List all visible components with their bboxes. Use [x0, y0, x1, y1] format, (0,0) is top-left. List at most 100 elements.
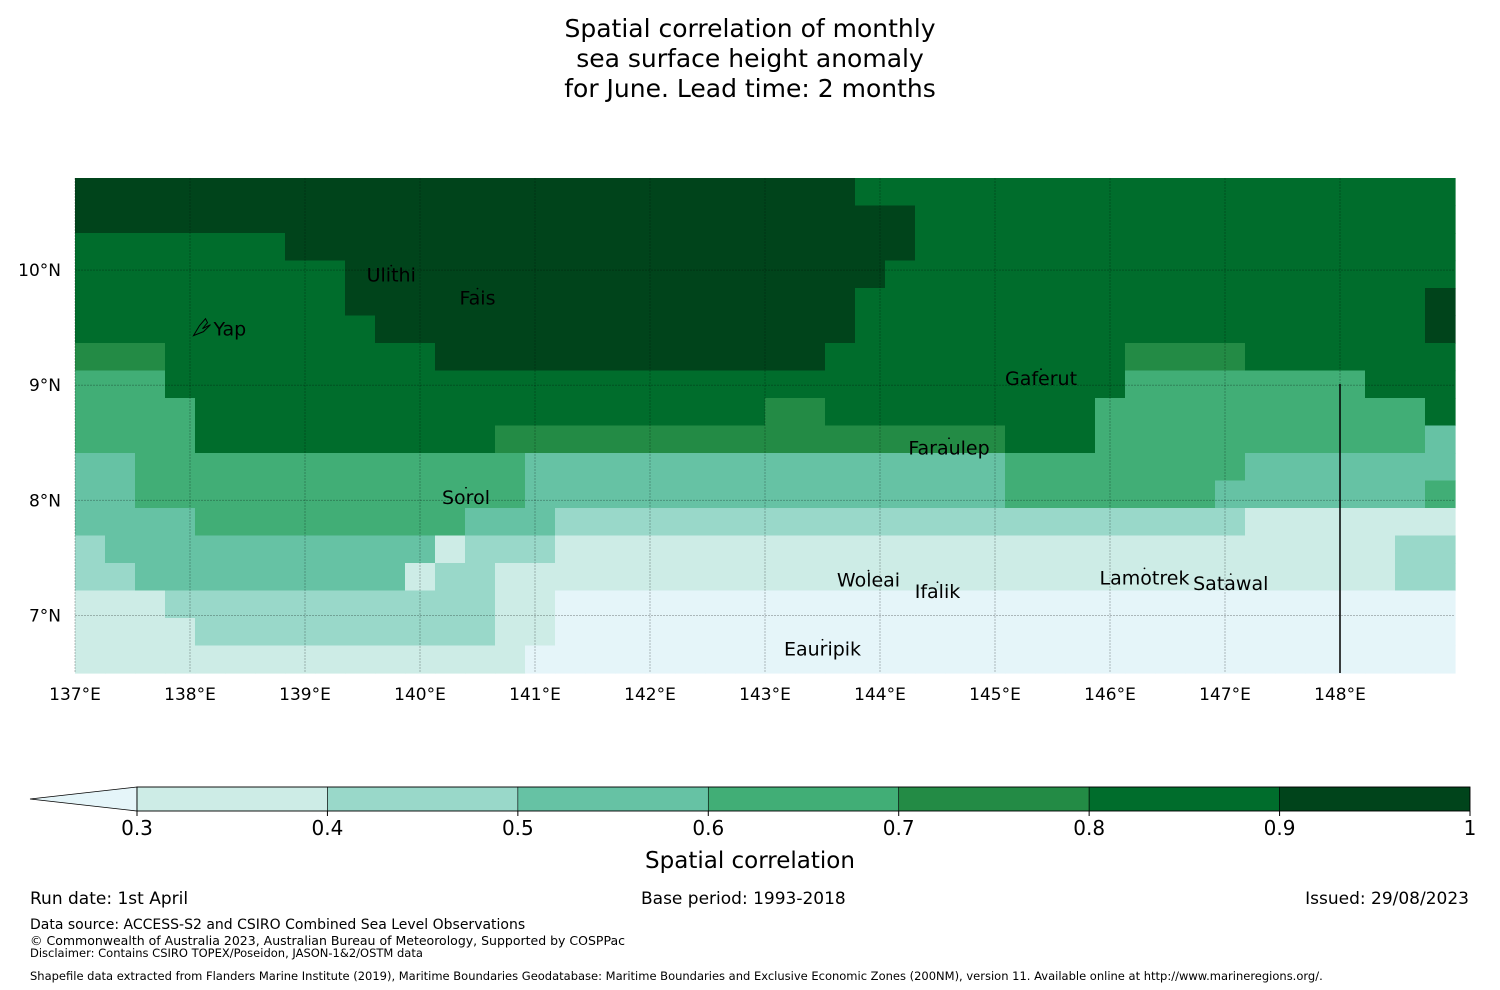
grid-cell — [1395, 618, 1426, 647]
grid-cell — [915, 315, 946, 344]
island-label: Faraulep — [908, 437, 989, 459]
grid-cell — [1425, 233, 1456, 262]
grid-cell — [645, 315, 676, 344]
island-dot — [867, 569, 870, 572]
grid-cell — [1035, 233, 1066, 262]
grid-cell — [1395, 563, 1426, 592]
grid-cell — [885, 480, 916, 509]
grid-cell — [465, 370, 496, 399]
grid-cell — [555, 563, 586, 592]
grid-cell — [315, 508, 346, 537]
grid-cell — [75, 205, 106, 234]
grid-cell — [195, 343, 226, 372]
grid-cell — [345, 398, 376, 427]
grid-cell — [915, 205, 946, 234]
grid-cell — [885, 205, 916, 234]
grid-cell — [585, 453, 616, 482]
grid-cell — [1035, 508, 1066, 537]
grid-cell — [195, 233, 226, 262]
grid-cell — [195, 618, 226, 647]
grid-cell — [495, 205, 526, 234]
grid-cell — [615, 398, 646, 427]
grid-cell — [945, 590, 976, 619]
grid-cell — [825, 178, 856, 207]
grid-cell — [315, 480, 346, 509]
grid-cell — [495, 315, 526, 344]
grid-cell — [1035, 563, 1066, 592]
grid-cell — [435, 425, 466, 454]
grid-cell — [705, 370, 736, 399]
grid-cell — [1185, 645, 1216, 674]
grid-cell — [375, 233, 406, 262]
grid-cell — [1125, 618, 1156, 647]
grid-cell — [1395, 233, 1426, 262]
grid-cell — [285, 425, 316, 454]
grid-cell — [315, 370, 346, 399]
grid-cell — [195, 370, 226, 399]
grid-cell — [1305, 590, 1336, 619]
grid-cell — [1005, 343, 1036, 372]
grid-cell — [1365, 535, 1396, 564]
grid-cell — [765, 260, 796, 289]
grid-cell — [1065, 425, 1096, 454]
grid-cell — [315, 260, 346, 289]
grid-cell — [165, 260, 196, 289]
grid-cell — [225, 563, 256, 592]
title-line-3: for June. Lead time: 2 months — [564, 74, 936, 103]
grid-cell — [915, 178, 946, 207]
grid-cell — [765, 453, 796, 482]
grid-cell — [105, 453, 136, 482]
grid-cell — [915, 618, 946, 647]
grid-cell — [765, 343, 796, 372]
grid-cell — [345, 563, 376, 592]
grid-cell — [1065, 178, 1096, 207]
grid-cell — [825, 590, 856, 619]
grid-cell — [1215, 233, 1246, 262]
colorbar-under-extension — [29, 786, 138, 812]
grid-cell — [405, 618, 436, 647]
grid-cell — [1275, 563, 1306, 592]
grid-cell — [495, 508, 526, 537]
grid-cell — [585, 618, 616, 647]
grid-cell — [1425, 343, 1456, 372]
grid-cell — [1005, 480, 1036, 509]
grid-cell — [375, 370, 406, 399]
grid-cell — [1395, 425, 1426, 454]
grid-cell — [1095, 535, 1126, 564]
grid-cell — [1215, 343, 1246, 372]
grid-cell — [255, 425, 286, 454]
grid-cell — [1365, 315, 1396, 344]
grid-cell — [975, 563, 1006, 592]
grid-cell — [1395, 288, 1426, 317]
grid-cell — [975, 453, 1006, 482]
grid-cell — [345, 370, 376, 399]
grid-cell — [135, 178, 166, 207]
grid-cell — [1275, 453, 1306, 482]
grid-cell — [645, 618, 676, 647]
grid-cell — [1035, 453, 1066, 482]
grid-cell — [1365, 343, 1396, 372]
grid-cell — [765, 480, 796, 509]
grid-cell — [1125, 260, 1156, 289]
grid-cell — [135, 343, 166, 372]
grid-cell — [1005, 370, 1036, 399]
grid-cell — [855, 563, 886, 592]
grid-cell — [915, 508, 946, 537]
grid-cell — [645, 343, 676, 372]
grid-cell — [135, 563, 166, 592]
grid-cell — [1035, 425, 1066, 454]
grid-cell — [195, 398, 226, 427]
grid-cell — [465, 288, 496, 317]
grid-cell — [585, 425, 616, 454]
grid-cell — [525, 425, 556, 454]
colorbar-swatch — [1279, 786, 1471, 812]
grid-cell — [1215, 178, 1246, 207]
grid-cell — [585, 233, 616, 262]
grid-cell — [1155, 260, 1186, 289]
grid-cell — [825, 288, 856, 317]
grid-cell — [975, 590, 1006, 619]
grid-cell — [645, 288, 676, 317]
grid-cell — [975, 370, 1006, 399]
grid-cell — [285, 288, 316, 317]
grid-cell — [1095, 233, 1126, 262]
